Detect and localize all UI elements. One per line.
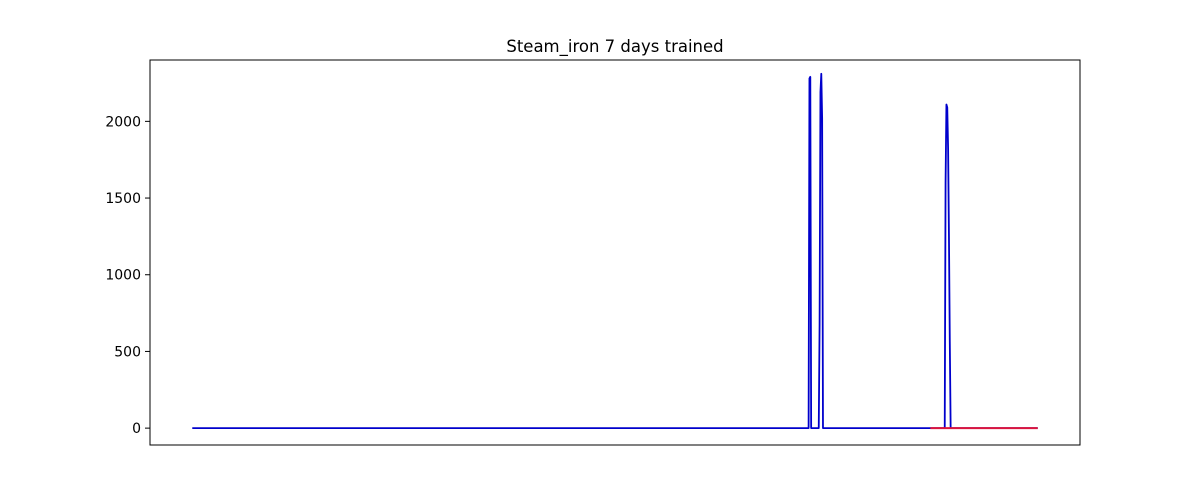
y-tick-label: 2000 [105, 114, 141, 130]
y-tick-label: 1500 [105, 191, 141, 207]
y-tick-label: 500 [114, 344, 141, 360]
y-axis: 0 500 1000 1500 2000 [105, 114, 150, 437]
plot-frame [149, 59, 1081, 446]
y-tick-label: 0 [132, 421, 141, 437]
series-layer [192, 72, 1038, 430]
series-line-0 [192, 72, 1038, 430]
y-tick-label: 1000 [105, 268, 141, 284]
chart-title: Steam_iron 7 days trained [506, 37, 723, 57]
